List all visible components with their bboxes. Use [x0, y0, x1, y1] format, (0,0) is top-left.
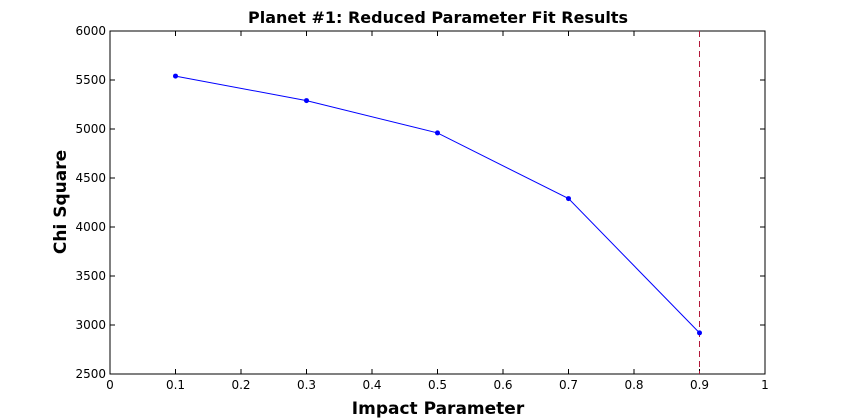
- data-point: [173, 73, 178, 79]
- y-tick-label: 4500: [75, 171, 106, 185]
- x-tick-label: 0.4: [362, 378, 381, 392]
- x-tick-label: 0.2: [231, 378, 250, 392]
- data-point: [435, 130, 440, 136]
- x-tick-label: 0.5: [428, 378, 447, 392]
- y-tick-label: 5000: [75, 122, 106, 136]
- x-tick-label: 0.3: [297, 378, 316, 392]
- y-tick-label: 3000: [75, 318, 106, 332]
- x-tick-label: 0.9: [690, 378, 709, 392]
- y-tick-label: 6000: [75, 24, 106, 38]
- x-axis-label: Impact Parameter: [352, 399, 525, 419]
- x-tick-label: 0.7: [559, 378, 578, 392]
- x-tick-label: 0.1: [166, 378, 185, 392]
- data-point: [304, 98, 309, 104]
- data-point: [566, 196, 571, 202]
- series-group: [173, 73, 702, 336]
- series-line: [175, 75, 700, 334]
- chart-title: Planet #1: Reduced Parameter Fit Results: [248, 8, 628, 27]
- x-tick-label: 1: [761, 378, 769, 392]
- y-tick-label: 4000: [75, 220, 106, 234]
- y-tick-label: 2500: [75, 367, 106, 381]
- x-tick-label: 0.8: [624, 378, 643, 392]
- y-tick-label: 5500: [75, 73, 106, 87]
- x-tick-label: 0: [106, 378, 114, 392]
- axes: 0 0.1 0.2 0.3 0.4 0.5 0.6 0.7 0.8 0.9 1 2500 3000 350…: [75, 24, 768, 392]
- y-axis-label: Chi Square: [51, 150, 71, 254]
- x-tick-label: 0.6: [493, 378, 512, 392]
- data-point: [697, 330, 702, 336]
- y-tick-label: 3500: [75, 269, 106, 283]
